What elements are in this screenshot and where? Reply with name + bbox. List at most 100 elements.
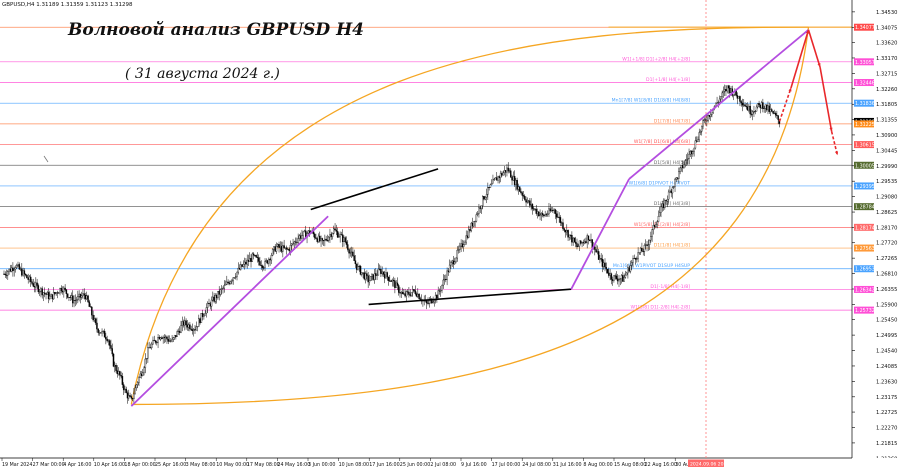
price-label-box <box>854 265 874 273</box>
candle-body <box>61 290 64 293</box>
candle-body <box>228 282 231 284</box>
candle-body <box>748 105 750 111</box>
candle-body <box>58 292 60 294</box>
candle-body <box>619 278 622 280</box>
candle-body <box>418 293 420 299</box>
candle-body <box>205 307 208 314</box>
candle-body <box>5 274 8 276</box>
candle-body <box>207 302 209 308</box>
candle-body <box>739 96 741 102</box>
candle-body <box>478 207 480 214</box>
level-lines: W1[+1/8] D1[+2/8] H4[+2/8] D1[+1/8] H4[+1… <box>0 26 852 311</box>
candle-body <box>26 274 28 279</box>
candle-body <box>28 276 31 280</box>
price-tick-label: 1.33620 <box>876 41 897 47</box>
price-label-box <box>854 58 874 66</box>
candle-body <box>476 213 479 215</box>
candle-body <box>493 178 495 181</box>
candle-body <box>273 246 275 250</box>
candle-body <box>268 258 270 264</box>
candle-body <box>441 284 443 291</box>
candle-body <box>362 272 364 274</box>
candle-body <box>618 279 620 282</box>
channel-line <box>628 29 810 180</box>
candle-body <box>166 336 168 340</box>
candle-body <box>40 288 42 292</box>
price-label-box <box>854 79 874 87</box>
candle-body <box>73 300 75 304</box>
candle-body <box>492 179 494 184</box>
candle-body <box>352 251 354 256</box>
candle-body <box>604 262 606 268</box>
candle-body <box>381 271 383 274</box>
candle-body <box>446 270 448 280</box>
candle-body <box>140 373 143 376</box>
candle-body <box>257 257 260 262</box>
channel-line <box>130 215 329 407</box>
candle-body <box>334 228 336 231</box>
candle-body <box>699 131 702 133</box>
candle-body <box>92 314 94 321</box>
candle-body <box>198 318 200 327</box>
candle-body <box>541 213 544 216</box>
candle-body <box>440 290 442 292</box>
candle-body <box>524 196 526 200</box>
candle-body <box>692 151 694 155</box>
candle-body <box>294 241 297 243</box>
candle-body <box>203 315 205 317</box>
candle-body <box>251 253 254 262</box>
candle-body <box>656 221 658 225</box>
price-axis: 1.34530 1.34075 1.33620 1.33170 1.32715 1.322… <box>851 0 900 468</box>
candle-body <box>703 119 706 121</box>
level-line-label: W1[6/8] D1PIVOT H4PIVOT <box>629 180 691 186</box>
candle-body <box>482 196 484 207</box>
candle-body <box>648 239 651 245</box>
candle-body <box>327 236 330 241</box>
candle-body <box>520 191 522 193</box>
candles <box>3 84 781 404</box>
time-tick-label: 24 Jul 08:00 <box>522 462 551 468</box>
candle-body <box>128 395 130 399</box>
candle-body <box>560 222 563 224</box>
candle-body <box>382 271 385 275</box>
candle-body <box>63 287 65 293</box>
current-time-badge <box>688 459 724 467</box>
candle-body <box>77 296 79 301</box>
price-tick-label: 1.26355 <box>876 287 897 293</box>
candle-body <box>143 367 145 373</box>
current-time-label: 2024.09.06 20:00 <box>690 462 731 468</box>
candle-body <box>454 261 456 265</box>
candle-body <box>279 245 282 248</box>
level-line-label: D1[+1/8] H4[+1/8] <box>646 77 690 83</box>
candle-body <box>485 194 488 198</box>
arc-lower <box>131 27 810 406</box>
candle-body <box>417 293 419 297</box>
candle-body <box>133 393 135 400</box>
candle-body <box>338 236 340 238</box>
price-label-text: 1.26953 <box>855 267 875 273</box>
candle-body <box>3 273 5 275</box>
candle-body <box>315 237 317 239</box>
candle-body <box>184 320 186 326</box>
candle-body <box>138 377 140 383</box>
candle-body <box>44 292 46 294</box>
price-label-box <box>854 244 874 252</box>
candle-body <box>469 229 471 231</box>
candle-body <box>364 273 367 280</box>
candle-body <box>451 260 453 263</box>
candle-body <box>9 268 12 272</box>
candle-body <box>754 111 756 113</box>
candle-body <box>581 242 583 244</box>
candle-body <box>242 264 245 267</box>
time-tick-label: 24 May 16:00 <box>277 462 310 468</box>
candle-body <box>614 275 616 277</box>
time-tick-label: 31 Jul 16:00 <box>553 462 582 468</box>
level-line-label: D1[1/8] H4[1/8] <box>654 243 690 249</box>
candle-body <box>689 151 692 155</box>
candle-body <box>488 187 490 189</box>
candle-body <box>674 179 676 187</box>
candle-body <box>657 216 660 222</box>
candle-body <box>590 239 592 242</box>
candle-body <box>167 338 169 342</box>
